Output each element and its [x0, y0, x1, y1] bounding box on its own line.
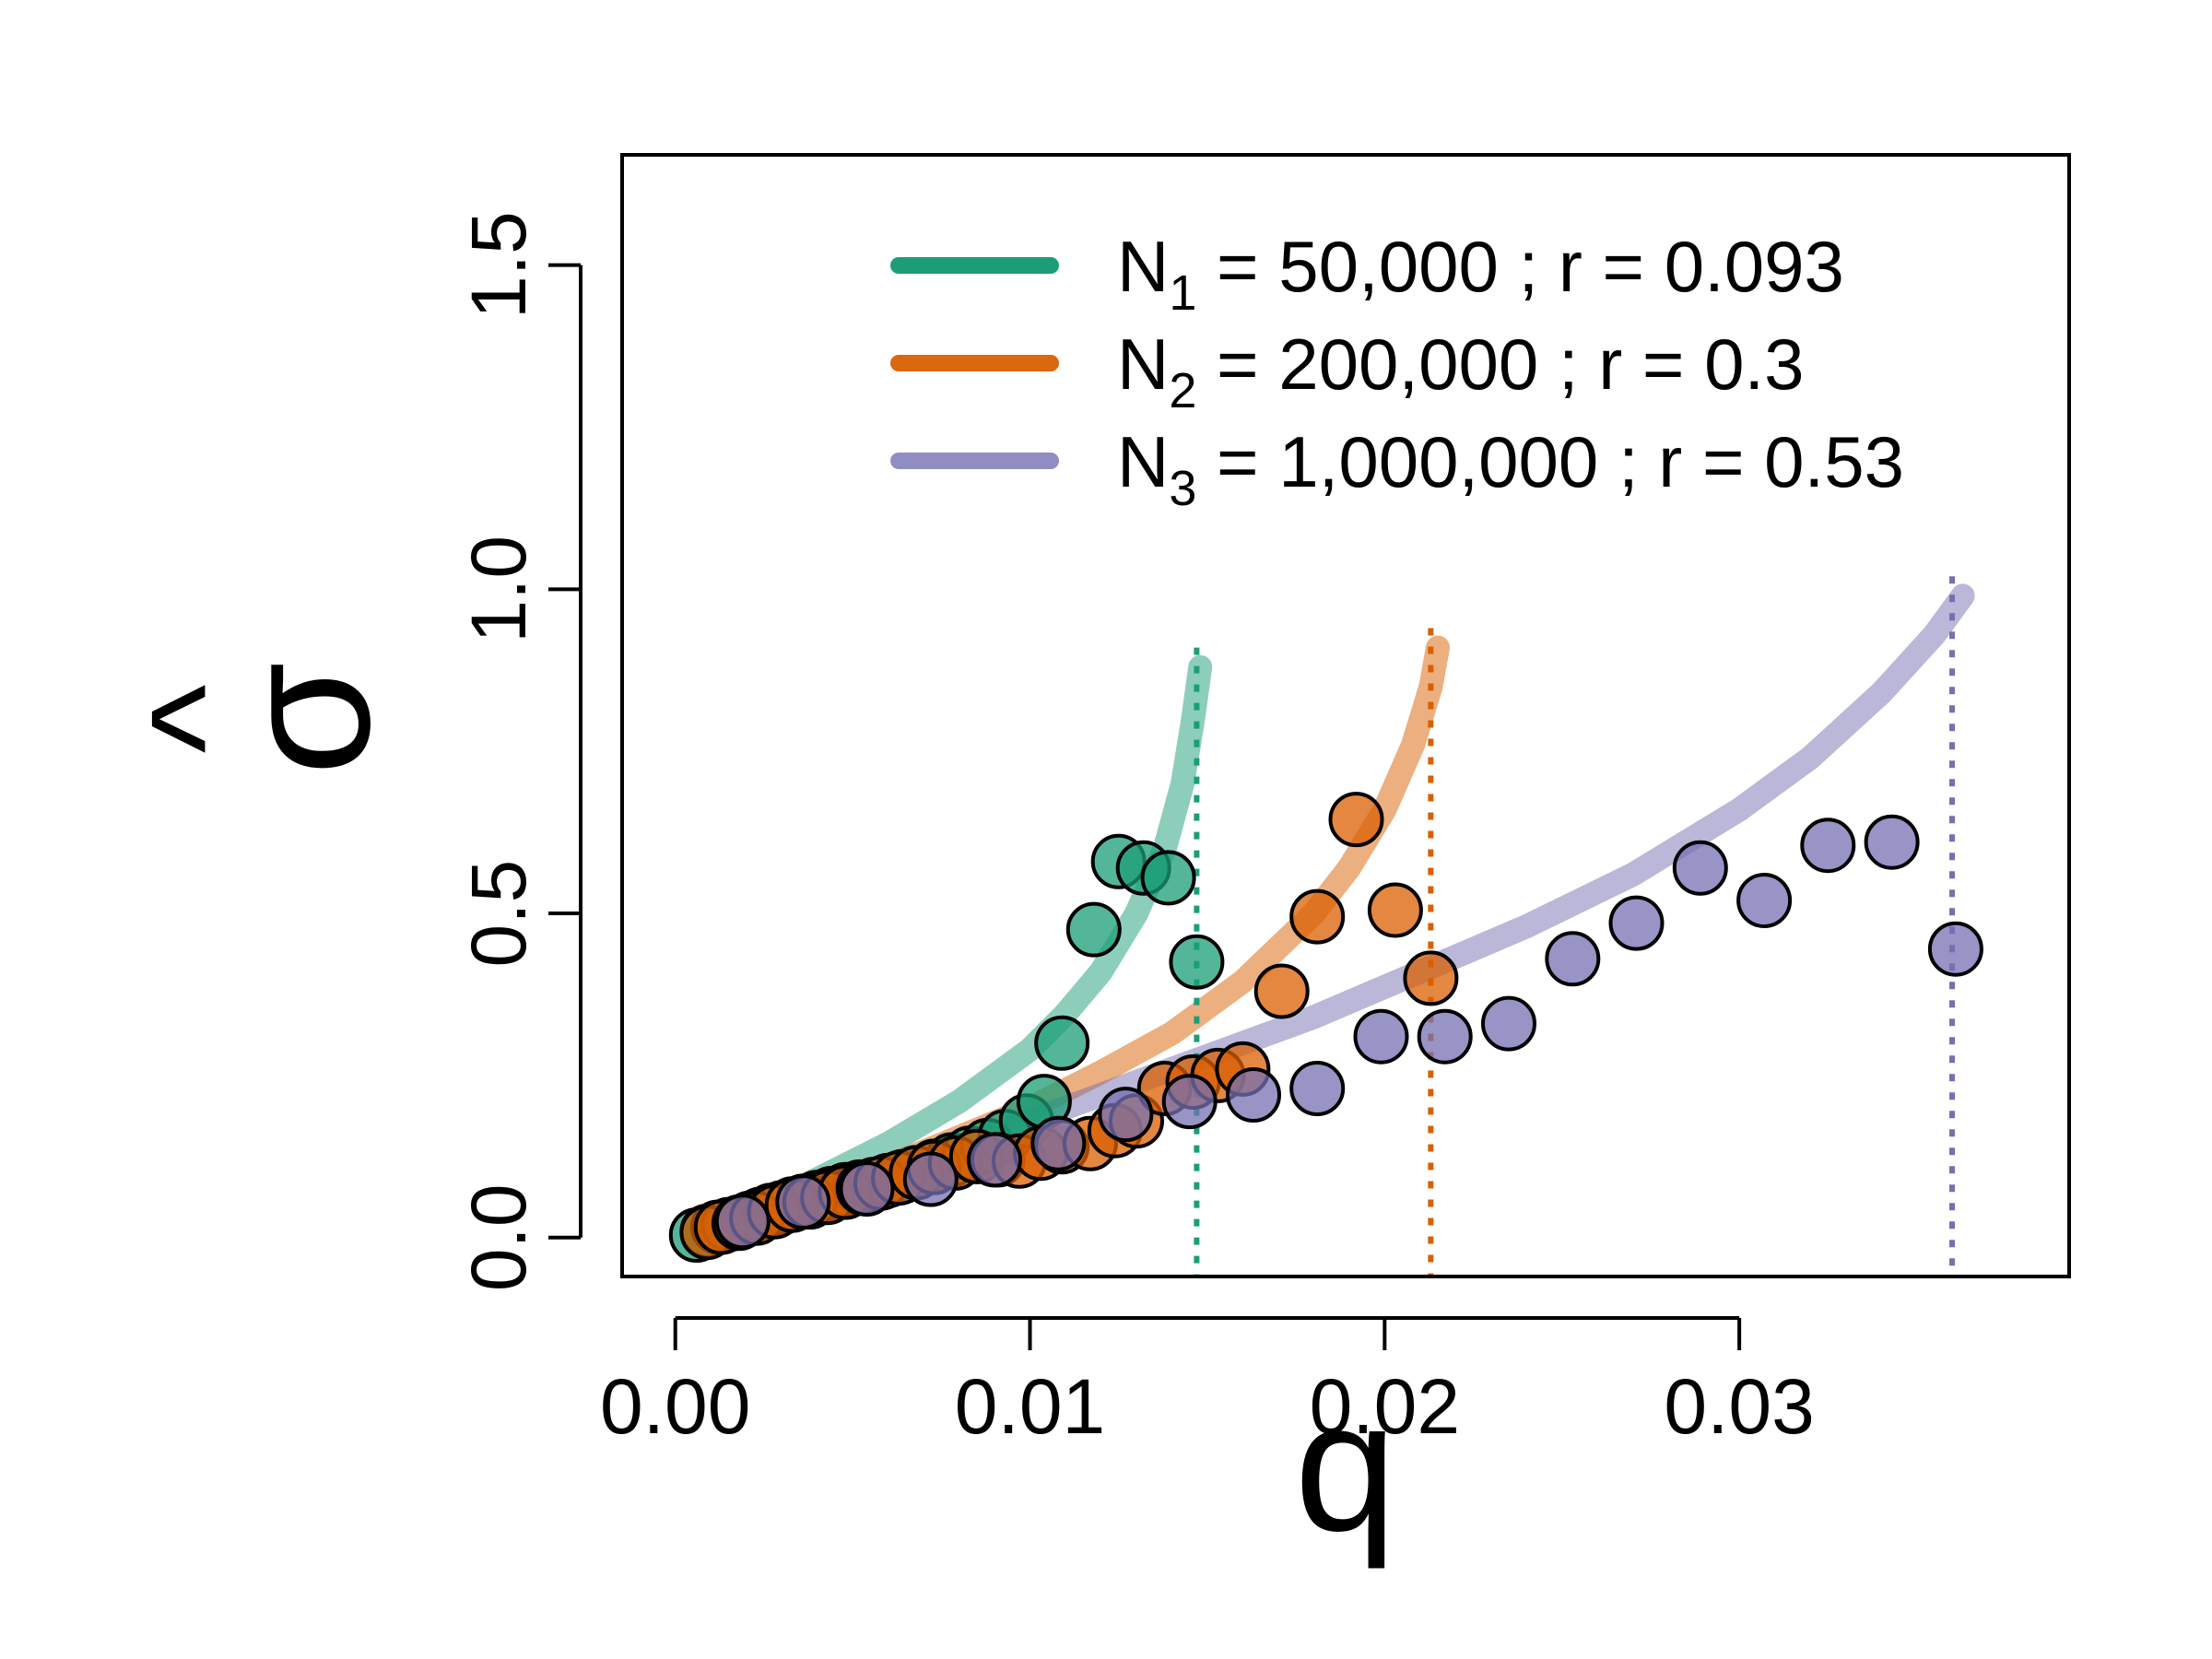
plot-content — [668, 576, 1983, 1277]
x-tick-label-2: 0.01 — [955, 1363, 1106, 1450]
plot-frame — [620, 153, 2071, 1278]
data-point-series-2-29 — [1289, 888, 1346, 945]
data-point-series-3-7 — [1098, 1087, 1154, 1143]
data-point-series-3-2 — [775, 1174, 831, 1230]
data-point-series-2-31 — [1367, 882, 1423, 938]
y-tick-label-1: 0.0 — [455, 1183, 542, 1291]
data-point-series-3-13 — [1481, 995, 1536, 1052]
x-tick-label-3: 0.02 — [1310, 1363, 1461, 1450]
data-point-series-2-32 — [1403, 950, 1459, 1006]
legend-label-2: N2 = 200,000 ; r = 0.3 — [1117, 324, 1805, 418]
data-point-series-1-27 — [1034, 1015, 1090, 1071]
y-axis: 0.0 0.5 1.0 1.5 — [455, 211, 582, 1291]
data-point-series-3-19 — [1864, 814, 1920, 870]
data-point-series-3-1 — [714, 1194, 771, 1250]
data-point-series-3-9 — [1226, 1067, 1281, 1123]
data-point-series-3-6 — [1030, 1115, 1087, 1171]
data-point-series-1-28 — [1065, 901, 1122, 958]
data-point-series-3-3 — [839, 1161, 895, 1217]
x-tick-label-4: 0.03 — [1664, 1363, 1815, 1450]
data-point-series-3-12 — [1417, 1008, 1473, 1065]
data-point-series-1-32 — [1169, 934, 1225, 990]
data-point-series-3-16 — [1672, 840, 1728, 896]
data-point-series-3-20 — [1927, 921, 1983, 977]
data-point-series-3-17 — [1736, 873, 1793, 928]
y-axis-title: σ ^ — [120, 662, 408, 775]
data-point-series-2-28 — [1253, 963, 1310, 1019]
x-tick-label-1: 0.00 — [600, 1363, 751, 1450]
legend-label-1: N1 = 50,000 ; r = 0.093 — [1117, 226, 1844, 321]
y-tick-label-2: 0.5 — [455, 860, 542, 968]
data-point-series-3-14 — [1545, 931, 1601, 987]
data-point-series-3-15 — [1608, 895, 1665, 951]
data-point-series-3-10 — [1289, 1061, 1346, 1116]
y-axis-title-hat: ^ — [120, 684, 285, 753]
x-axis: 0.00 0.01 0.02 0.03 — [600, 1316, 1815, 1450]
data-point-series-3-4 — [902, 1151, 959, 1207]
data-point-series-3-18 — [1800, 818, 1856, 874]
data-point-series-3-11 — [1353, 1008, 1409, 1065]
x-axis-title: q — [1294, 1364, 1396, 1570]
legend-label-3: N3 = 1,000,000 ; r = 0.53 — [1117, 421, 1904, 516]
data-point-series-2-30 — [1328, 792, 1384, 848]
data-point-series-1-31 — [1140, 850, 1196, 906]
data-point-series-3-8 — [1161, 1074, 1218, 1130]
data-point-series-3-5 — [967, 1132, 1022, 1188]
y-tick-label-4: 1.5 — [455, 211, 542, 319]
y-tick-label-3: 1.0 — [455, 535, 542, 643]
y-axis-title-symbol: σ — [203, 662, 408, 775]
